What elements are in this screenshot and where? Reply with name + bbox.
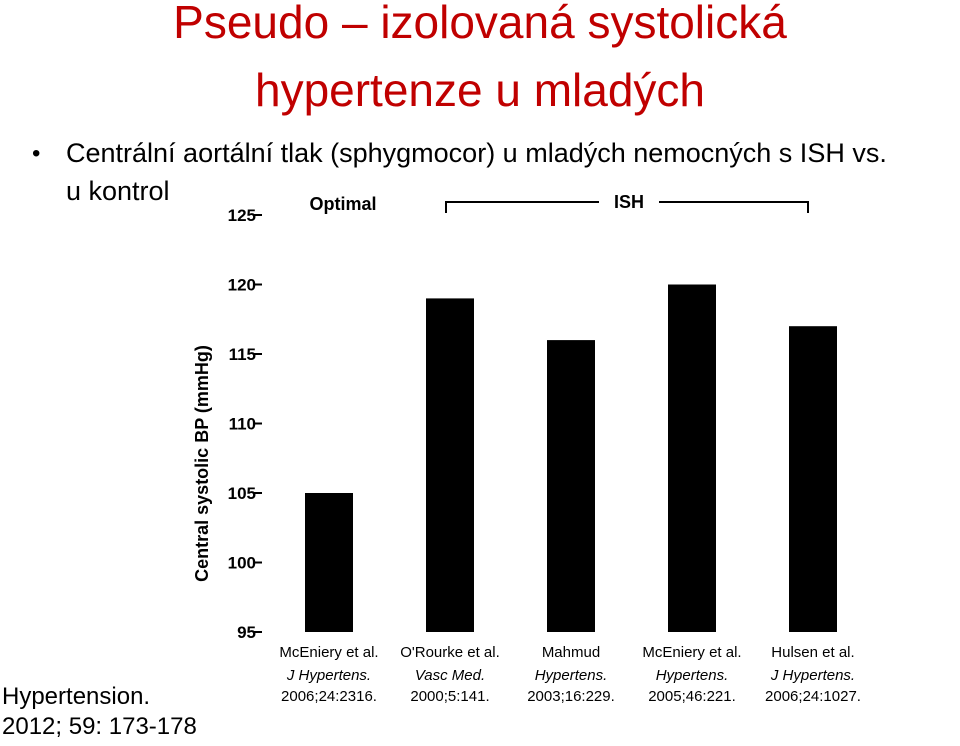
category-journal-label: Hypertens.	[535, 667, 608, 684]
category-ref-label: 2006;24:1027.	[765, 688, 861, 705]
slide-title-line-2: hypertenze u mladých	[254, 64, 706, 116]
y-tick-label: 100	[228, 554, 256, 573]
category-ref-label: 2006;24:2316.	[281, 688, 377, 705]
category-journal-label: J Hypertens.	[770, 667, 855, 684]
citation: Hypertension. 2012; 59: 173-178	[2, 682, 197, 742]
y-tick-label: 120	[228, 276, 256, 295]
category-author-label: McEniery et al.	[642, 644, 741, 661]
category-author-label: McEniery et al.	[279, 644, 378, 661]
category-author-label: Hulsen et al.	[771, 644, 854, 661]
group-label: ISH	[614, 192, 644, 212]
category-journal-label: J Hypertens.	[286, 667, 371, 684]
bullet-text-line-1: Centrální aortální tlak (sphygmocor) u m…	[66, 138, 887, 168]
bar	[668, 284, 716, 632]
bar	[426, 298, 474, 632]
category-ref-label: 2000;5:141.	[410, 688, 489, 705]
y-tick-label: 125	[228, 206, 256, 225]
y-tick-label: 115	[229, 345, 256, 364]
y-tick-label: 110	[229, 415, 256, 434]
category-ref-label: 2005;46:221.	[648, 688, 736, 705]
bullet-text-line-2: u kontrol	[66, 176, 170, 206]
citation-line-1: Hypertension.	[2, 683, 151, 710]
group-label: Optimal	[309, 194, 376, 214]
y-tick-label: 105	[228, 484, 256, 503]
group-bracket-left	[445, 201, 599, 213]
bar	[305, 493, 353, 632]
category-journal-label: Vasc Med.	[415, 667, 485, 684]
y-axis-label: Central systolic BP (mmHg)	[192, 345, 212, 582]
bar	[789, 326, 837, 632]
citation-line-2: 2012; 59: 173-178	[2, 713, 197, 740]
category-ref-label: 2003;16:229.	[527, 688, 615, 705]
group-bracket-right	[659, 201, 809, 213]
category-author-label: O'Rourke et al.	[400, 644, 500, 661]
category-author-label: Mahmud	[542, 644, 600, 661]
category-journal-label: Hypertens.	[656, 667, 729, 684]
bullet-icon: •	[32, 140, 41, 167]
slide-title-line-1: Pseudo – izolovaná systolická	[173, 0, 787, 48]
y-tick-label: 95	[237, 623, 256, 642]
bar	[547, 340, 595, 632]
bullet-text: Centrální aortální tlak (sphygmocor) u m…	[66, 134, 960, 210]
